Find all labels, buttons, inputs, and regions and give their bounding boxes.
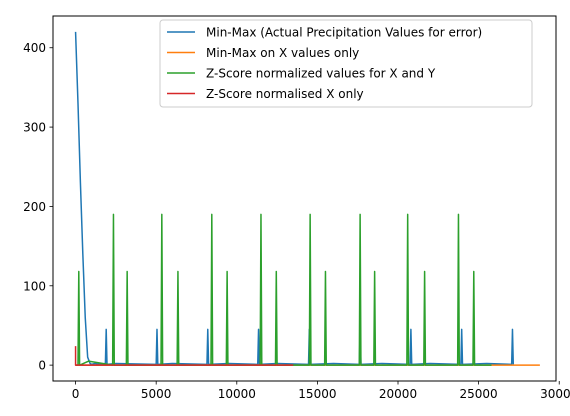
y-tick-label: 400 [23,41,46,55]
y-tick-label: 0 [38,359,46,373]
x-tick-label: 25000 [460,387,498,401]
series-layer [74,31,540,366]
series-line-3 [75,213,492,366]
series-line-4 [74,346,294,366]
y-tick-label: 200 [23,200,46,214]
x-tick-label: 10000 [218,387,256,401]
legend-box [159,19,533,108]
legend-items: Min-Max (Actual Precipitation Values for… [167,26,482,101]
legend-label: Z-Score normalized values for X and Y [206,67,436,81]
y-axis: 0 100 200 300 400 [23,41,53,373]
legend-label: Min-Max (Actual Precipitation Values for… [206,26,482,40]
x-tick-label: 0 [72,387,80,401]
legend: Min-Max (Actual Precipitation Values for… [159,19,533,108]
plot-frame [52,15,557,382]
x-tick-label: 15000 [298,387,336,401]
legend-label: Min-Max on X values only [206,46,359,60]
y-tick-label: 300 [23,121,46,135]
legend-label: Z-Score normalised X only [206,87,364,101]
y-tick-label: 100 [23,279,46,293]
x-tick-label: 20000 [379,387,417,401]
x-tick-label: 5000 [141,387,172,401]
